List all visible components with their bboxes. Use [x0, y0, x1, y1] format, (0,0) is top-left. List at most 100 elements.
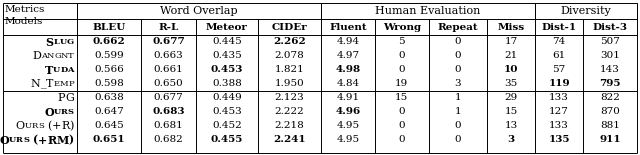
Text: 0: 0: [454, 51, 461, 60]
Text: R-L: R-L: [158, 22, 179, 31]
Text: 0.683: 0.683: [152, 108, 185, 117]
Text: 29: 29: [504, 93, 518, 102]
Text: N: N: [31, 79, 40, 89]
Text: 0.661: 0.661: [154, 66, 184, 75]
Text: Fluent: Fluent: [329, 22, 367, 31]
Text: D: D: [32, 51, 41, 61]
Text: 0.682: 0.682: [154, 135, 184, 144]
Text: Dist-3: Dist-3: [593, 22, 627, 31]
Text: 0: 0: [454, 66, 461, 75]
Text: 133: 133: [549, 122, 569, 131]
Text: 74: 74: [552, 38, 566, 46]
Text: Dist-1: Dist-1: [541, 22, 577, 31]
Text: Models: Models: [5, 16, 44, 26]
Text: 0: 0: [399, 135, 405, 144]
Text: A: A: [67, 66, 74, 74]
Text: 13: 13: [504, 122, 518, 131]
Text: 1: 1: [454, 93, 461, 102]
Text: 0.599: 0.599: [94, 51, 124, 60]
Text: 4.97: 4.97: [336, 51, 359, 60]
Text: 2.078: 2.078: [275, 51, 305, 60]
Text: G: G: [67, 38, 74, 46]
Text: N: N: [61, 52, 68, 60]
Text: O: O: [44, 106, 54, 117]
Text: 17: 17: [504, 38, 518, 46]
Text: R: R: [61, 108, 68, 116]
Text: Meteor: Meteor: [206, 22, 248, 31]
Text: 795: 795: [599, 80, 621, 89]
Text: _: _: [40, 79, 46, 89]
Text: P: P: [68, 80, 74, 88]
Text: U: U: [60, 38, 67, 46]
Text: 0.445: 0.445: [212, 38, 242, 46]
Text: S: S: [38, 122, 44, 130]
Text: 0.449: 0.449: [212, 93, 242, 102]
Text: +: +: [38, 135, 47, 146]
Text: 0: 0: [399, 51, 405, 60]
Text: 0.388: 0.388: [212, 80, 242, 89]
Text: 0: 0: [399, 108, 405, 117]
Text: 1: 1: [454, 108, 461, 117]
Text: N: N: [47, 52, 54, 60]
Text: Word Overlap: Word Overlap: [160, 6, 237, 16]
Text: U: U: [54, 108, 61, 116]
Text: D: D: [60, 66, 67, 74]
Text: 0.598: 0.598: [94, 80, 124, 89]
Text: 0.677: 0.677: [154, 93, 184, 102]
Text: 2.222: 2.222: [275, 108, 305, 117]
Text: BLEU: BLEU: [93, 22, 126, 31]
Text: 911: 911: [599, 135, 621, 144]
Text: 301: 301: [600, 51, 620, 60]
Text: 10: 10: [504, 66, 518, 75]
Text: Metrics: Metrics: [5, 5, 45, 15]
Text: CIDEr: CIDEr: [271, 22, 307, 31]
Text: 0.662: 0.662: [93, 38, 125, 46]
Text: 2.262: 2.262: [273, 38, 306, 46]
Text: 0.677: 0.677: [152, 38, 185, 46]
Text: 0: 0: [399, 122, 405, 131]
Text: 507: 507: [600, 38, 620, 46]
Text: 4.94: 4.94: [336, 38, 359, 46]
Text: U: U: [25, 122, 32, 130]
Text: 119: 119: [548, 80, 570, 89]
Text: 0.453: 0.453: [211, 66, 243, 75]
Text: 0.452: 0.452: [212, 122, 242, 131]
Text: (: (: [47, 121, 52, 131]
Text: 0: 0: [399, 66, 405, 75]
Text: R: R: [32, 122, 38, 130]
Text: 0.650: 0.650: [154, 80, 184, 89]
Text: 4.91: 4.91: [336, 93, 359, 102]
Text: 21: 21: [504, 51, 518, 60]
Text: 0.566: 0.566: [94, 66, 124, 75]
Text: 2.218: 2.218: [275, 122, 305, 131]
Text: Wrong: Wrong: [383, 22, 421, 31]
Text: T: T: [46, 79, 54, 89]
Text: 15: 15: [504, 108, 518, 117]
Text: +: +: [52, 121, 61, 131]
Text: T: T: [68, 52, 74, 60]
Text: 0.645: 0.645: [94, 122, 124, 131]
Text: Human Evaluation: Human Evaluation: [375, 6, 481, 16]
Text: 0.638: 0.638: [94, 93, 124, 102]
Text: E: E: [54, 80, 60, 88]
Text: 0.453: 0.453: [212, 108, 242, 117]
Text: (: (: [33, 135, 38, 146]
Text: A: A: [41, 52, 47, 60]
Text: G: G: [54, 52, 61, 60]
Text: 1.950: 1.950: [275, 80, 305, 89]
Text: 2.123: 2.123: [275, 93, 305, 102]
Text: 0.455: 0.455: [211, 135, 243, 144]
Text: ): ): [69, 135, 74, 146]
Text: 135: 135: [548, 135, 570, 144]
Text: 881: 881: [600, 122, 620, 131]
Text: Repeat: Repeat: [438, 22, 478, 31]
Text: 0.651: 0.651: [93, 135, 125, 144]
Text: 5: 5: [399, 38, 405, 46]
Text: R: R: [47, 135, 56, 146]
Text: S: S: [68, 108, 74, 116]
Text: 19: 19: [395, 80, 408, 89]
Text: Miss: Miss: [497, 22, 525, 31]
Text: 0.681: 0.681: [154, 122, 184, 131]
Text: L: L: [54, 38, 60, 46]
Text: T: T: [45, 64, 53, 75]
